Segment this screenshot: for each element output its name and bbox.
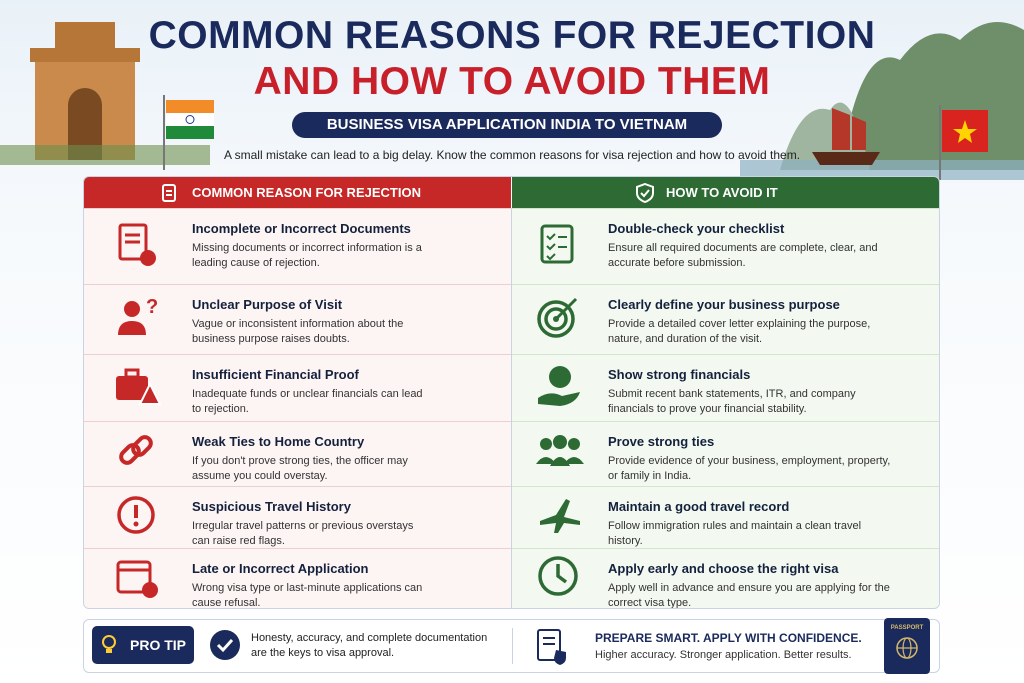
avoid-icon — [536, 364, 584, 412]
reason-title: Insufficient Financial Proof — [192, 367, 359, 382]
avoid-text: Provide a detailed cover letter explaini… — [608, 318, 871, 345]
cta-title: PREPARE SMART. APPLY WITH CONFIDENCE. — [595, 631, 862, 645]
comparison-table: COMMON REASON FOR REJECTION HOW TO AVOID… — [83, 176, 940, 609]
reason-icon-graphic — [116, 560, 158, 598]
avoid-title: Clearly define your business purpose — [608, 297, 840, 312]
avoid-cell — [512, 284, 939, 354]
vietnam-flag — [939, 105, 988, 180]
title-line1: COMMON REASONS FOR REJECTION — [148, 14, 876, 57]
reason-cell — [84, 486, 511, 548]
reason-icon: ? — [114, 295, 162, 343]
reason-text: Wrong visa type or last-minute applicati… — [192, 582, 423, 609]
avoid-title: Double-check your checklist — [608, 221, 785, 236]
pro-tip-label: PRO TIP — [130, 637, 187, 653]
bulb-icon — [102, 635, 116, 653]
cta-text: Higher accuracy. Stronger application. B… — [595, 649, 852, 661]
avoid-title: Maintain a good travel record — [608, 499, 790, 514]
footer: PRO TIP Honesty, accuracy, and complete … — [83, 618, 940, 674]
reason-title: Incomplete or Incorrect Documents — [192, 221, 411, 236]
avoid-icon-graphic — [536, 434, 584, 466]
reason-icon — [114, 364, 162, 412]
avoid-text: Follow immigration rules and maintain a … — [608, 520, 862, 547]
avoid-icon — [536, 493, 584, 541]
pro-tip-box — [92, 626, 194, 664]
globe-icon — [896, 637, 918, 659]
reason-title: Weak Ties to Home Country — [192, 434, 365, 449]
doc-check-icon — [537, 629, 566, 665]
doc-icon — [162, 184, 176, 202]
avoid-text: Submit recent bank statements, ITR, and … — [608, 388, 856, 415]
column-divider — [511, 208, 512, 608]
shield-icon — [636, 183, 654, 203]
avoid-icon-graphic — [540, 499, 580, 533]
reason-icon — [114, 554, 162, 602]
avoid-cell — [512, 354, 939, 421]
avoid-text: Ensure all required documents are comple… — [608, 242, 878, 269]
reason-icon — [114, 493, 162, 541]
reason-cell — [84, 421, 511, 486]
pro-tip-text: Honesty, accuracy, and complete document… — [251, 632, 488, 659]
reason-cell — [84, 208, 511, 284]
reason-icon-graphic — [119, 434, 153, 465]
avoid-icon-graphic — [540, 224, 574, 264]
right-header: HOW TO AVOID IT — [512, 177, 939, 208]
reason-icon — [114, 222, 162, 270]
reason-title: Unclear Purpose of Visit — [192, 297, 343, 312]
subtitle-pill: BUSINESS VISA APPLICATION INDIA TO VIETN… — [292, 112, 722, 138]
avoid-title: Apply early and choose the right visa — [608, 561, 839, 576]
passport-label: PASSPORT — [890, 625, 924, 631]
india-gate — [30, 22, 140, 160]
title-line2: AND HOW TO AVOID THEM — [253, 60, 771, 103]
avoid-icon-graphic — [538, 556, 578, 596]
reason-text: Inadequate funds or unclear financials c… — [192, 388, 423, 415]
check-icon — [210, 630, 240, 660]
reason-title: Suspicious Travel History — [192, 499, 351, 514]
reason-icon-graphic — [117, 496, 155, 534]
reason-text: Missing documents or incorrect informati… — [192, 242, 422, 269]
reason-icon-graphic — [116, 368, 162, 405]
india-flag — [163, 95, 214, 170]
passport-icon — [884, 618, 930, 674]
intro-text: A small mistake can lead to a big delay.… — [223, 148, 801, 162]
avoid-icon — [536, 295, 584, 343]
avoid-title: Show strong financials — [608, 367, 751, 382]
divider — [512, 628, 513, 664]
svg-text:?: ? — [146, 296, 158, 318]
reason-icon-graphic — [118, 223, 156, 266]
avoid-icon-graphic — [538, 365, 580, 406]
avoid-icon — [536, 222, 584, 270]
avoid-title: Prove strong ties — [608, 434, 715, 449]
reason-cell — [84, 354, 511, 421]
reason-cell — [84, 284, 511, 354]
avoid-text: Apply well in advance and ensure you are… — [608, 582, 890, 609]
avoid-cell — [512, 548, 939, 608]
avoid-icon — [536, 430, 584, 478]
avoid-icon — [536, 554, 584, 602]
avoid-cell — [512, 421, 939, 486]
reason-icon — [114, 430, 162, 478]
reason-text: Vague or inconsistent information about … — [192, 318, 404, 345]
reason-text: Irregular travel patterns or previous ov… — [192, 520, 414, 547]
avoid-cell — [512, 486, 939, 548]
avoid-text: Provide evidence of your business, emplo… — [608, 455, 891, 482]
reason-text: If you don't prove strong ties, the offi… — [192, 455, 408, 482]
avoid-cell — [512, 208, 939, 284]
reason-title: Late or Incorrect Application — [192, 561, 369, 576]
reason-icon-graphic: ? — [118, 296, 158, 335]
left-header: COMMON REASON FOR REJECTION — [84, 177, 511, 208]
avoid-icon-graphic — [537, 297, 578, 338]
reason-cell — [84, 548, 511, 608]
